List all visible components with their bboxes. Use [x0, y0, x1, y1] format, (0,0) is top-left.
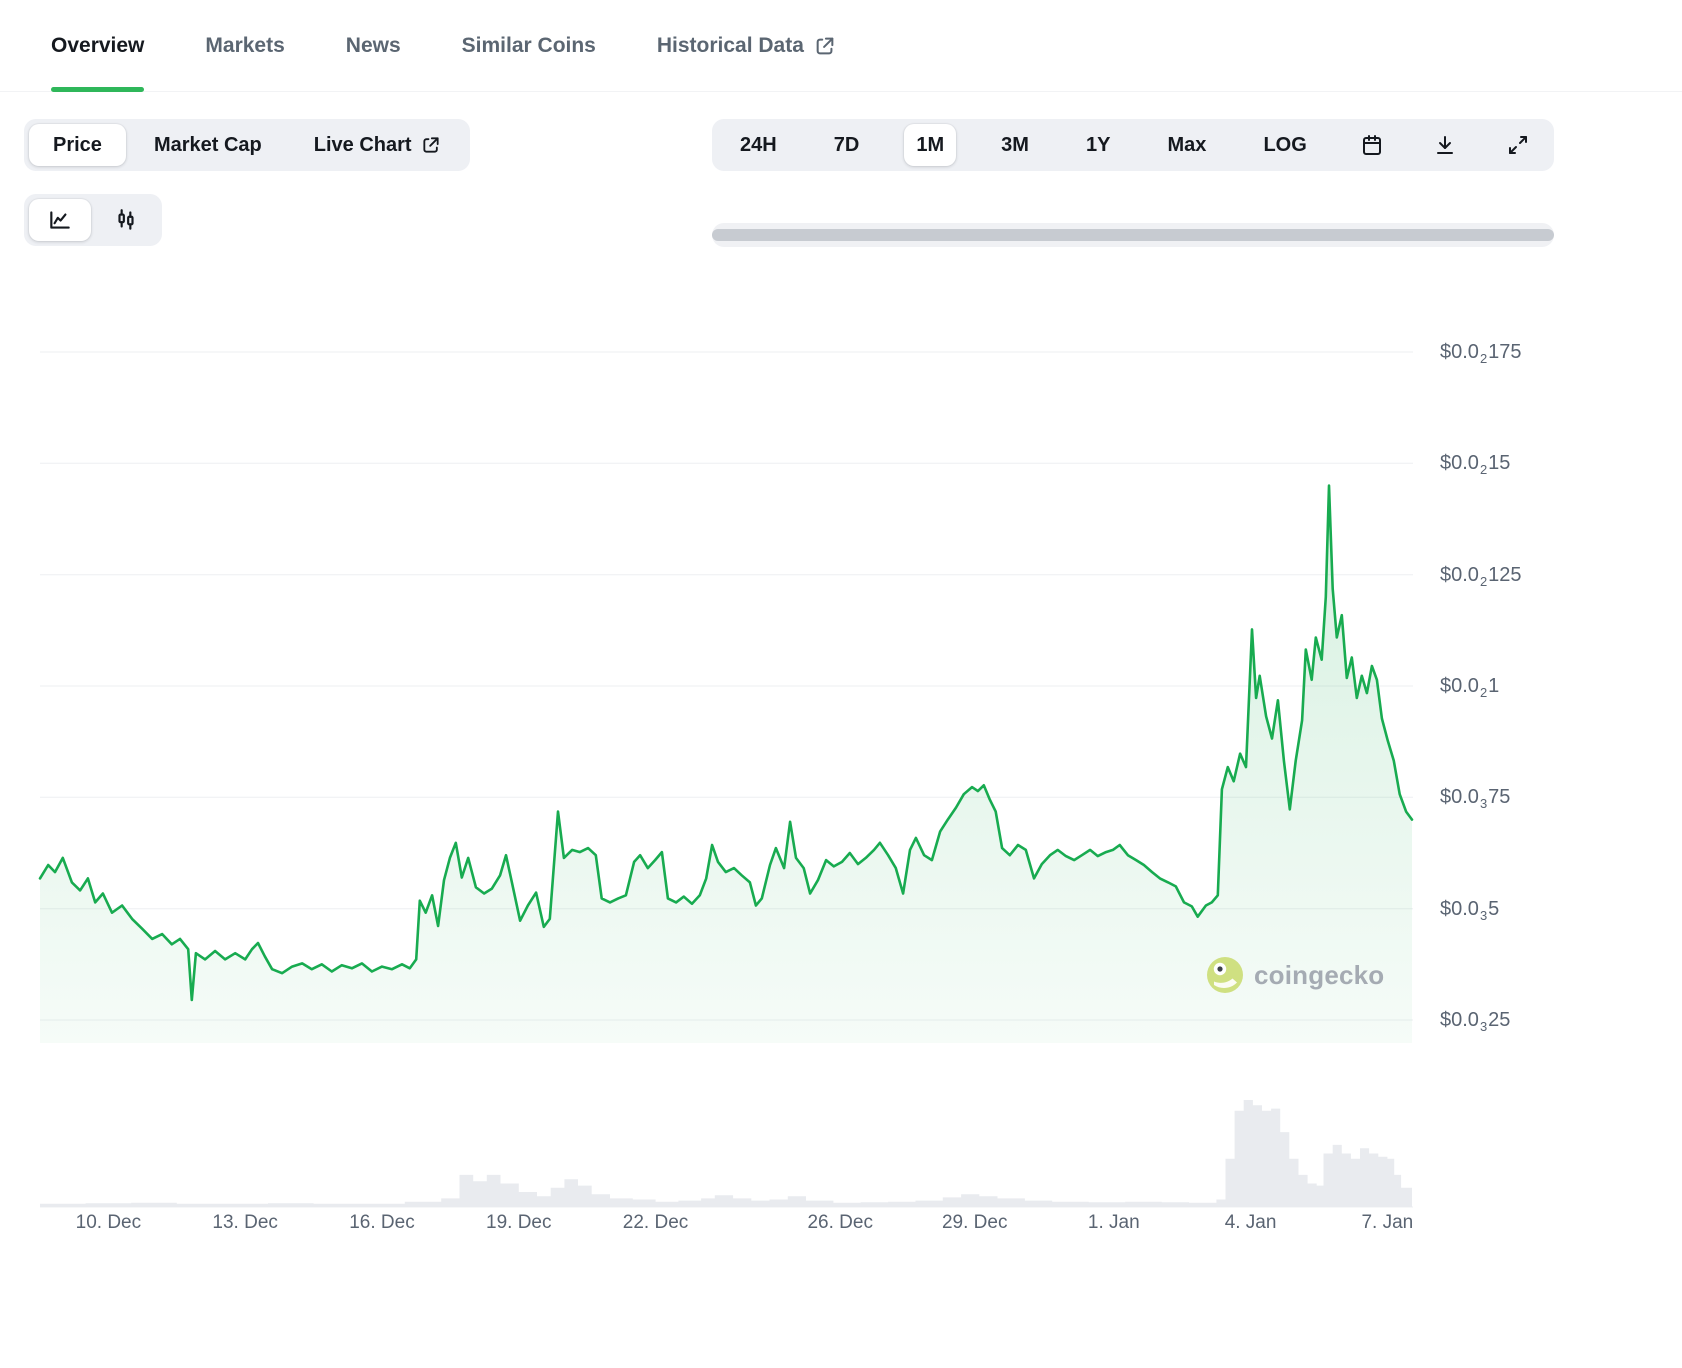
line-chart-icon [47, 207, 73, 233]
tab-news-label: News [345, 33, 401, 57]
fullscreen-icon [1506, 133, 1530, 157]
chart-plot-area[interactable] [40, 330, 1413, 1210]
price-area-fill [40, 485, 1412, 1044]
price-button-label: Price [53, 133, 102, 156]
coingecko-logo [1206, 956, 1244, 994]
page-tabs: Overview Markets News Similar Coins Hist… [0, 0, 1682, 92]
log-scale-label: LOG [1263, 133, 1307, 156]
volume-histogram [40, 1100, 1412, 1207]
market-cap-button-label: Market Cap [153, 133, 262, 156]
download-button[interactable] [1425, 124, 1465, 166]
range-1y-label: 1Y [1086, 133, 1111, 156]
external-link-icon [814, 35, 836, 57]
range-7d-label: 7D [833, 133, 860, 156]
time-range-toolbar: 24H 7D 1M 3M 1Y Max LOG [712, 119, 1554, 171]
tab-historical-data[interactable]: Historical Data [657, 0, 836, 91]
download-icon [1433, 133, 1457, 157]
price-line [38, 484, 1414, 1002]
range-1m-button[interactable]: 1M [904, 124, 957, 166]
tab-overview-label: Overview [51, 33, 145, 57]
range-24h-label: 24H [740, 133, 777, 156]
chart-metric-toggle: Price Market Cap Live Chart [24, 119, 470, 171]
fullscreen-button[interactable] [1498, 124, 1538, 166]
tab-markets[interactable]: Markets [205, 0, 284, 91]
tab-historical-data-label: Historical Data [656, 33, 804, 57]
range-24h-button[interactable]: 24H [728, 124, 789, 166]
line-chart-type-button[interactable] [29, 199, 91, 241]
tab-similar-coins[interactable]: Similar Coins [462, 0, 596, 91]
range-3m-label: 3M [1001, 133, 1029, 156]
candlestick-chart-type-button[interactable] [95, 199, 157, 241]
external-link-icon [421, 135, 441, 155]
log-scale-button[interactable]: LOG [1251, 124, 1318, 166]
range-1m-label: 1M [916, 133, 945, 156]
price-button[interactable]: Price [29, 124, 126, 166]
live-chart-button-label: Live Chart [313, 133, 412, 156]
tab-overview[interactable]: Overview [51, 0, 145, 92]
chart-type-toggle [24, 194, 162, 246]
market-cap-button[interactable]: Market Cap [130, 124, 286, 166]
range-7d-button[interactable]: 7D [822, 124, 872, 166]
chart-range-scrollbar-thumb[interactable] [712, 229, 1554, 241]
tab-news[interactable]: News [346, 0, 401, 91]
calendar-icon [1360, 133, 1384, 157]
candlestick-icon [113, 207, 139, 233]
chart-range-scrollbar [712, 223, 1554, 247]
range-max-label: Max [1167, 133, 1207, 156]
coingecko-watermark: coingecko [1206, 956, 1384, 994]
watermark-text: coingecko [1254, 959, 1385, 990]
calendar-button[interactable] [1352, 124, 1392, 166]
range-3m-button[interactable]: 3M [989, 124, 1041, 166]
live-chart-button[interactable]: Live Chart [290, 124, 465, 166]
range-max-button[interactable]: Max [1156, 124, 1219, 166]
tab-similar-coins-label: Similar Coins [461, 33, 596, 57]
range-1y-button[interactable]: 1Y [1074, 124, 1122, 166]
tab-markets-label: Markets [205, 33, 285, 57]
